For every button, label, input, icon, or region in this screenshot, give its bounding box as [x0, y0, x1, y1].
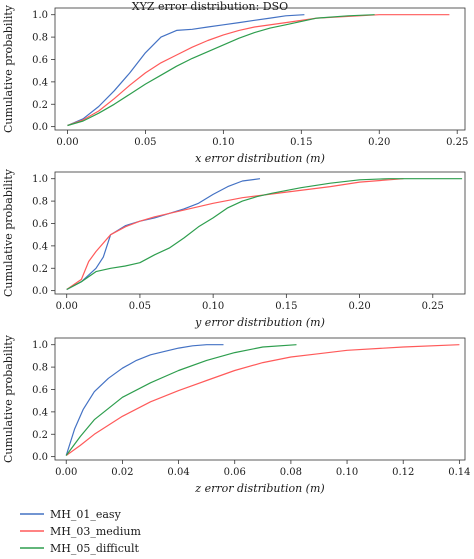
x-tick-label: 0.12	[392, 467, 414, 478]
series-line-mh-01-easy	[65, 344, 224, 456]
series-line-mh-03-medium	[65, 344, 460, 456]
y-tick-label: 0.2	[32, 430, 48, 441]
x-tick-label: 0.10	[212, 137, 234, 148]
x-tick-label: 0.05	[129, 301, 151, 312]
series-line-mh-01-easy	[67, 14, 305, 127]
y-tick-label: 0.6	[32, 55, 48, 66]
legend: MH_01_easy MH_03_medium MH_05_difficult	[20, 508, 141, 555]
y-axis-label: Cumulative probability	[2, 334, 15, 463]
y-tick-label: 0.0	[32, 452, 48, 463]
y-tick-label: 0.4	[32, 241, 48, 252]
y-tick-label: 1.0	[32, 10, 48, 21]
y-error-panel: 0.00 0.05 0.10 0.15 0.20 0.25 0.0 0.2 0.4 0.6 0.8 1…	[2, 168, 466, 329]
y-tick-label: 0.8	[32, 197, 48, 208]
x-tick-label: 0.15	[275, 301, 297, 312]
x-tick-label: 0.25	[446, 137, 468, 148]
z-error-panel: 0.00 0.02 0.04 0.06 0.08 0.10 0.12 0.14 0.0 0.2 0.…	[2, 334, 471, 495]
x-tick-label: 0.05	[134, 137, 156, 148]
y-tick-label: 0.2	[32, 264, 48, 275]
y-axis-label: Cumulative probability	[2, 168, 15, 297]
x-tick-label: 0.20	[368, 137, 390, 148]
legend-label: MH_03_medium	[50, 525, 141, 538]
series-line-mh-05-difficult	[67, 14, 375, 127]
x-tick-label: 0.04	[167, 467, 189, 478]
x-tick-label: 0.00	[55, 467, 77, 478]
legend-label: MH_01_easy	[50, 508, 122, 521]
x-tick-label: 0.00	[56, 301, 78, 312]
y-tick-label: 0.6	[32, 219, 48, 230]
series-line-mh-03-medium	[67, 14, 450, 127]
x-tick-label: 0.02	[111, 467, 133, 478]
series-line-mh-05-difficult	[66, 178, 463, 291]
y-tick-label: 0.8	[32, 33, 48, 44]
x-tick-label: 0.00	[56, 137, 78, 148]
x-axis-label: y error distribution (m)	[194, 316, 325, 329]
x-axis-label: x error distribution (m)	[195, 152, 325, 165]
y-axis-label: Cumulative probability	[2, 4, 15, 133]
x-error-panel: 0.00 0.05 0.10 0.15 0.20 0.25 0.0 0.2 0.4 0.6 0.8 1…	[2, 0, 468, 165]
y-tick-label: 0.4	[32, 77, 48, 88]
series-line-mh-03-medium	[66, 178, 404, 290]
y-tick-label: 0.0	[32, 122, 48, 133]
plot-frame	[54, 171, 466, 295]
x-tick-label: 0.14	[448, 467, 470, 478]
y-tick-label: 1.0	[32, 340, 48, 351]
y-tick-label: 0.4	[32, 407, 48, 418]
x-axis-label: z error distribution (m)	[194, 482, 324, 495]
y-tick-label: 0.0	[32, 286, 48, 297]
chart-title: XYZ error distribution: DSO	[132, 0, 288, 13]
legend-label: MH_05_difficult	[50, 542, 140, 555]
y-tick-label: 1.0	[32, 174, 48, 185]
series-line-mh-05-difficult	[65, 344, 297, 456]
plot-frame	[54, 7, 466, 131]
x-tick-label: 0.15	[290, 137, 312, 148]
y-tick-label: 0.2	[32, 100, 48, 111]
x-tick-label: 0.06	[224, 467, 246, 478]
x-tick-label: 0.20	[348, 301, 370, 312]
series-line-mh-01-easy	[66, 178, 261, 291]
y-tick-label: 0.6	[32, 385, 48, 396]
x-tick-label: 0.25	[422, 301, 444, 312]
x-tick-label: 0.08	[280, 467, 302, 478]
y-tick-label: 0.8	[32, 363, 48, 374]
x-tick-label: 0.10	[202, 301, 224, 312]
plot-frame	[54, 337, 466, 461]
x-tick-label: 0.10	[336, 467, 358, 478]
